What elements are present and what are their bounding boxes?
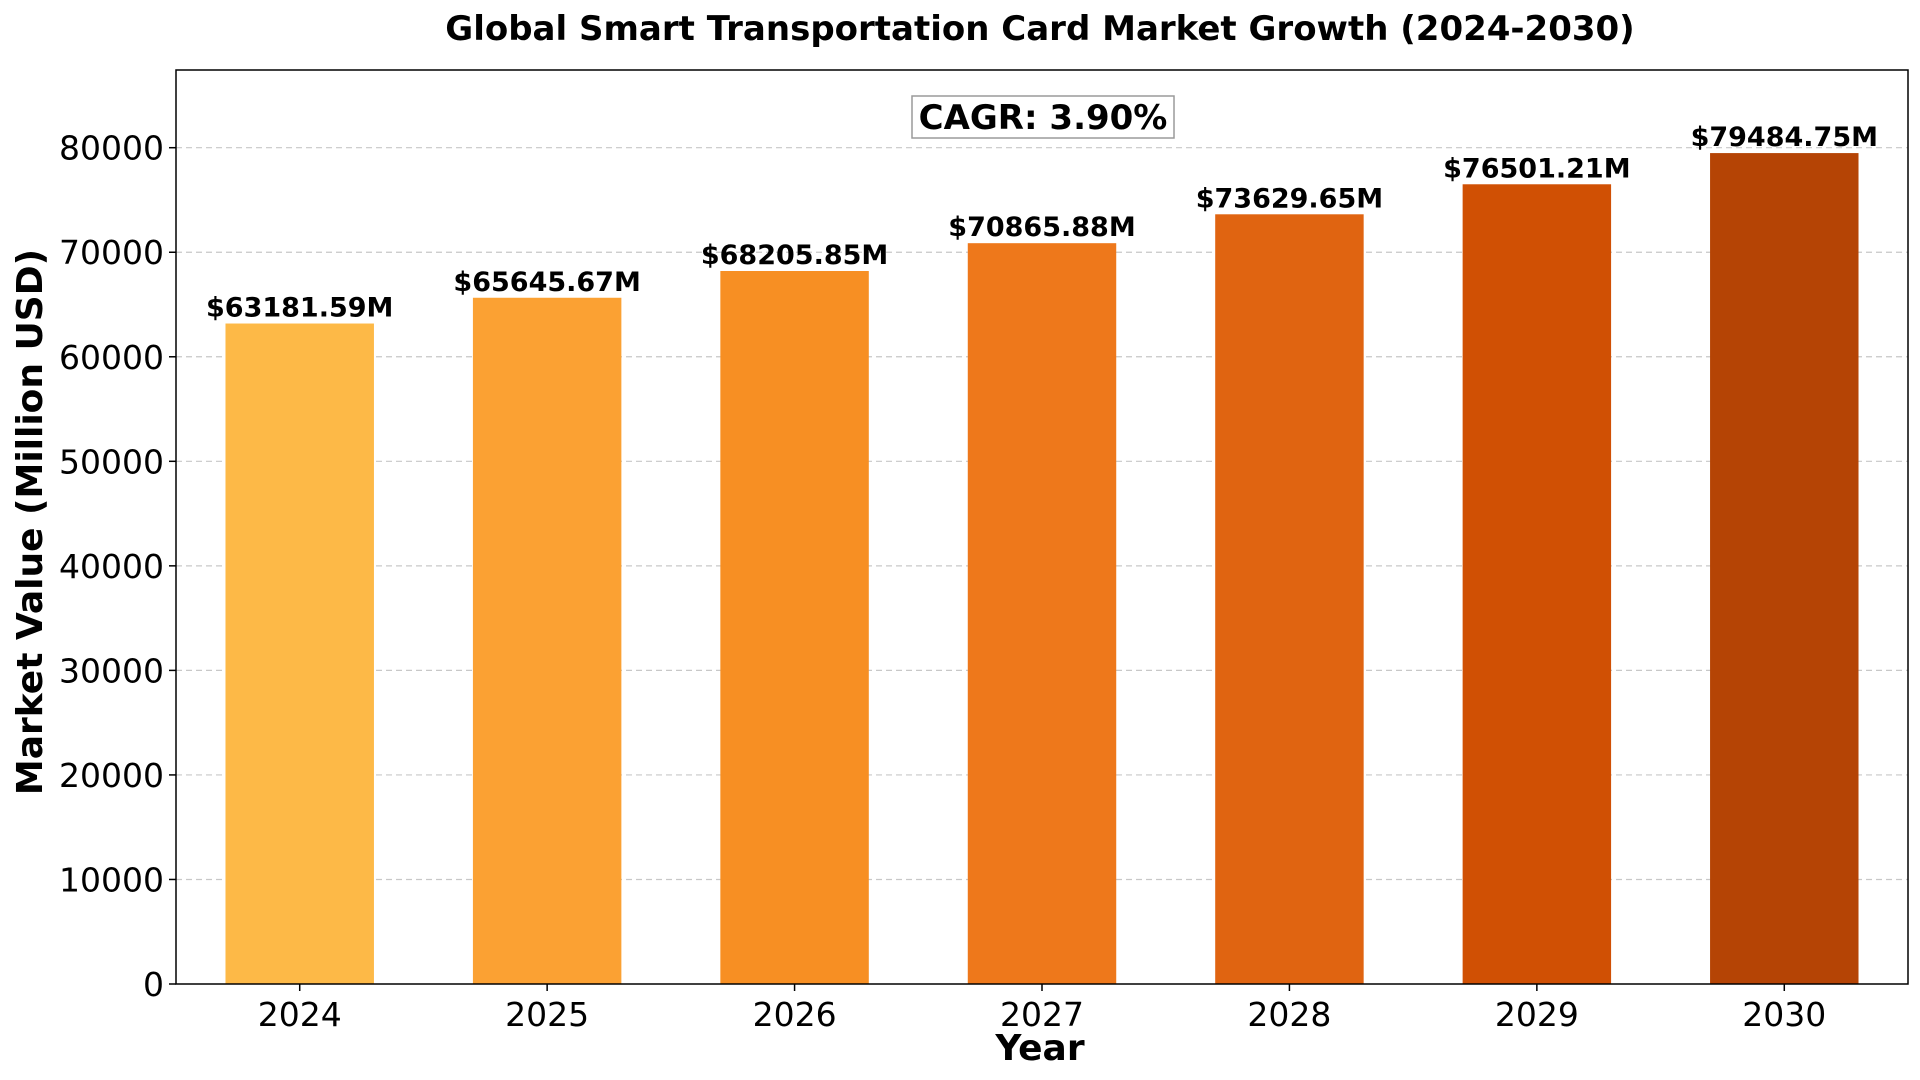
bar-2029 (1462, 184, 1612, 985)
y-tick-label: 50000 (59, 442, 164, 481)
bar-value-label: $76501.21M (1443, 153, 1630, 184)
bar-2025 (472, 297, 622, 984)
cagr-annotation: CAGR: 3.90% (911, 95, 1175, 139)
bar-value-label: $79484.75M (1691, 122, 1878, 153)
cagr-annotation-text: CAGR: 3.90% (919, 98, 1168, 138)
y-tick-label: 70000 (59, 233, 164, 272)
y-tick-label: 0 (143, 965, 164, 1004)
cagr-annotation-box (911, 95, 1175, 139)
y-tick-label: 20000 (59, 756, 164, 795)
y-tick-label: 10000 (59, 860, 164, 899)
bar-2026 (720, 270, 869, 984)
y-axis: 0 10000 20000 30000 40000 50000 60000 70000 8000… (59, 129, 176, 1004)
x-tick-label: 2027 (1000, 995, 1084, 1034)
x-axis: 2024 2025 2026 2027 2028 2029 2030 (258, 984, 1826, 1034)
bar-value-label: $70865.88M (948, 212, 1135, 243)
bar-2027 (967, 243, 1117, 985)
bar-value-label: $68205.85M (701, 240, 888, 271)
bar-2028 (1215, 214, 1364, 985)
chart-title: Global Smart Transportation Card Market … (445, 9, 1634, 49)
bar-2030 (1710, 153, 1859, 985)
bar-value-label: $65645.67M (453, 267, 640, 298)
x-tick-label: 2024 (258, 995, 342, 1034)
bar-value-label: $63181.59M (206, 293, 393, 324)
y-tick-label: 30000 (59, 651, 164, 690)
bar-2024 (225, 323, 374, 984)
x-tick-label: 2030 (1742, 995, 1826, 1034)
y-tick-label: 40000 (59, 547, 164, 586)
y-tick-label: 60000 (59, 338, 164, 377)
y-tick-label: 80000 (59, 129, 164, 168)
bar-value-labels: $63181.59M $65645.67M $68205.85M $70865.88M… (206, 122, 1878, 323)
x-tick-label: 2025 (505, 995, 589, 1034)
bars (225, 153, 1859, 985)
x-axis-label: Year (994, 1028, 1084, 1069)
x-tick-label: 2029 (1495, 995, 1579, 1034)
bar-value-label: $73629.65M (1196, 183, 1383, 214)
y-axis-label: Market Value (Million USD) (10, 249, 51, 795)
x-tick-label: 2028 (1247, 995, 1331, 1034)
x-tick-label: 2026 (753, 995, 837, 1034)
